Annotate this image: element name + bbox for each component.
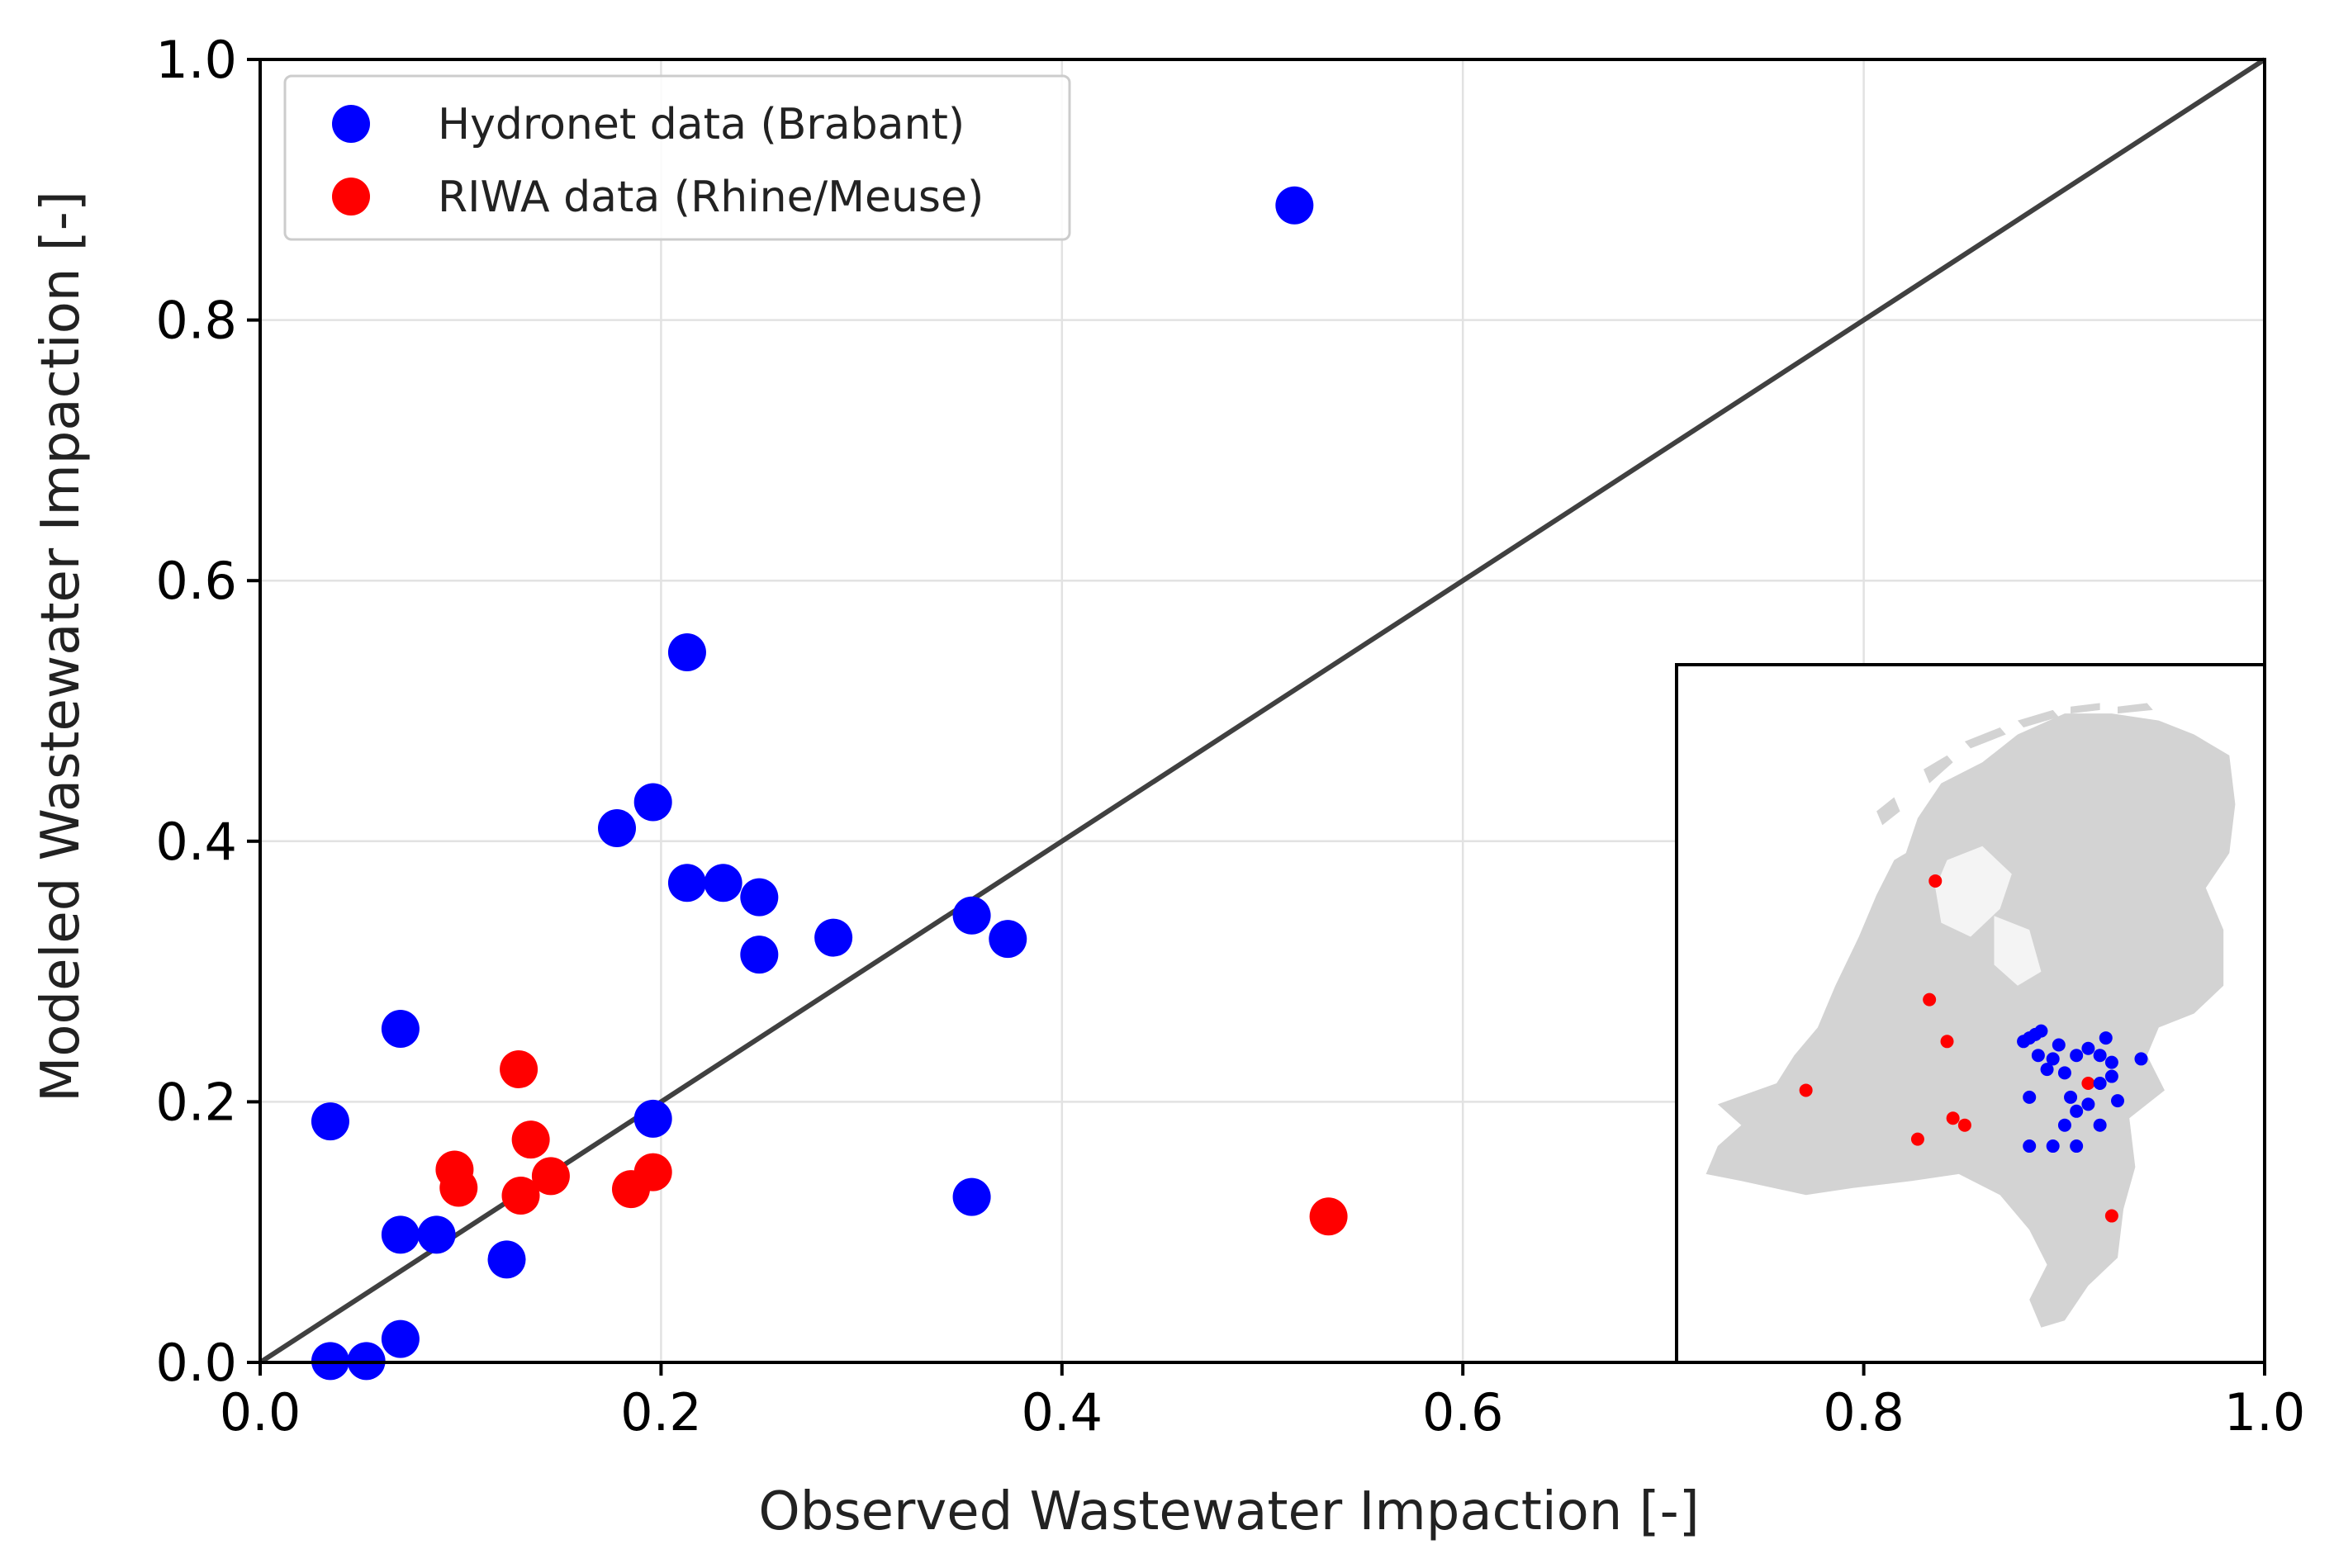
map-marker-hydronet: [2031, 1049, 2045, 1063]
data-point-riwa: [511, 1120, 550, 1159]
map-marker-hydronet: [2081, 1097, 2095, 1111]
data-point-hydronet: [311, 1102, 349, 1141]
map-marker-hydronet: [2111, 1094, 2124, 1108]
land-island: [1964, 727, 2006, 749]
x-tick-label: 1.0: [2224, 1382, 2306, 1442]
data-point-riwa: [500, 1049, 538, 1088]
water-body: [1935, 846, 2012, 937]
axes: 0.0 0.2 0.4 0.6 0.8 1.0 0.0 0.2 0.4 0.6 0.8 1.0: [155, 30, 2305, 1442]
y-tick-label: 0.2: [155, 1072, 237, 1132]
map-marker-hydronet: [2023, 1090, 2037, 1104]
data-point-hydronet: [417, 1215, 456, 1254]
map-marker-riwa: [2081, 1077, 2095, 1090]
legend-label: Hydronet data (Brabant): [438, 100, 965, 149]
data-point-hydronet: [633, 783, 672, 822]
map-marker-hydronet: [2040, 1063, 2054, 1077]
map-marker-hydronet: [2081, 1041, 2095, 1055]
x-axis-label: Observed Wastewater Impaction [-]: [758, 1481, 1699, 1542]
data-points: [311, 186, 1348, 1381]
data-point-hydronet: [381, 1010, 420, 1049]
x-tick-label: 0.2: [620, 1382, 702, 1442]
data-point-hydronet: [814, 918, 853, 957]
map-marker-hydronet: [2093, 1049, 2107, 1063]
map-marker-hydronet: [2070, 1049, 2084, 1063]
y-tick-label: 0.8: [155, 291, 237, 351]
data-point-hydronet: [381, 1319, 420, 1358]
data-point-hydronet: [1275, 186, 1314, 225]
map-marker-hydronet: [2070, 1104, 2084, 1118]
data-point-hydronet: [989, 920, 1027, 959]
data-point-hydronet: [667, 864, 706, 902]
data-point-hydronet: [704, 864, 742, 902]
data-point-riwa: [531, 1157, 570, 1196]
x-tick-label: 0.6: [1422, 1382, 1504, 1442]
y-tick-label: 0.4: [155, 812, 237, 872]
map-marker-hydronet: [2057, 1118, 2071, 1132]
data-point-hydronet: [598, 809, 637, 848]
map-marker-hydronet: [2070, 1139, 2084, 1153]
inset-map: [1675, 663, 2266, 1364]
map-marker-hydronet: [2034, 1024, 2048, 1038]
map-marker-hydronet: [2057, 1066, 2071, 1080]
map-marker-riwa: [1799, 1083, 1813, 1097]
y-tick-label: 0.0: [155, 1333, 237, 1393]
map-marker-riwa: [1923, 992, 1937, 1007]
land-island: [1924, 755, 1953, 784]
reference-line: [259, 57, 2266, 1365]
map-marker-hydronet: [2064, 1090, 2078, 1104]
land-mainland: [1705, 713, 2236, 1328]
data-point-hydronet: [952, 1177, 991, 1216]
x-tick-label: 0.8: [1823, 1382, 1905, 1442]
x-tick-label: 0.0: [220, 1382, 301, 1442]
map-marker-riwa: [1957, 1118, 1971, 1132]
map-marker-hydronet: [2093, 1118, 2107, 1132]
legend: Hydronet data (Brabant) RIWA data (Rhine/…: [283, 74, 1071, 241]
water-body: [1994, 916, 2042, 986]
map-marker-riwa: [1940, 1035, 1954, 1049]
map-marker-hydronet: [2093, 1077, 2107, 1090]
data-point-riwa: [633, 1153, 672, 1191]
land-island: [2118, 703, 2153, 714]
map-marker-hydronet: [2046, 1139, 2060, 1153]
map-marker-riwa: [2104, 1209, 2118, 1223]
data-point-hydronet: [633, 1099, 672, 1138]
data-point-hydronet: [740, 878, 779, 917]
data-point-hydronet: [487, 1240, 526, 1279]
map-marker-hydronet: [2104, 1069, 2118, 1083]
legend-marker: [332, 105, 370, 143]
reference-line-group: [259, 57, 2266, 1365]
map-marker-hydronet: [2023, 1139, 2037, 1153]
map-marker-riwa: [1946, 1111, 1960, 1125]
map-marker-hydronet: [2134, 1052, 2148, 1066]
y-tick-label: 0.6: [155, 551, 237, 611]
land-island: [2017, 709, 2059, 728]
data-point-hydronet: [740, 936, 779, 974]
y-axis-label: Modeled Wastewater Impaction [-]: [31, 191, 92, 1102]
x-tick-label: 0.4: [1021, 1382, 1103, 1442]
map-marker-hydronet: [2104, 1055, 2118, 1069]
data-point-riwa: [1309, 1197, 1348, 1236]
land-island: [1876, 797, 1900, 826]
map-marker-hydronet: [2052, 1038, 2066, 1052]
y-tick-label: 1.0: [155, 30, 237, 90]
data-point-riwa: [439, 1168, 478, 1207]
data-point-riwa: [501, 1177, 540, 1215]
data-point-hydronet: [667, 632, 706, 671]
map-marker-hydronet: [2099, 1031, 2113, 1045]
legend-marker: [332, 178, 370, 216]
land-island: [2071, 703, 2100, 714]
legend-label: RIWA data (Rhine/Meuse): [438, 173, 984, 222]
data-point-hydronet: [381, 1215, 420, 1254]
map-marker-hydronet: [2046, 1052, 2060, 1066]
legend-box: [283, 74, 1071, 241]
map-marker-riwa: [1910, 1132, 1924, 1146]
plot-frame: [259, 58, 2266, 1364]
data-point-hydronet: [952, 896, 991, 935]
map-marker-riwa: [1928, 874, 1943, 888]
